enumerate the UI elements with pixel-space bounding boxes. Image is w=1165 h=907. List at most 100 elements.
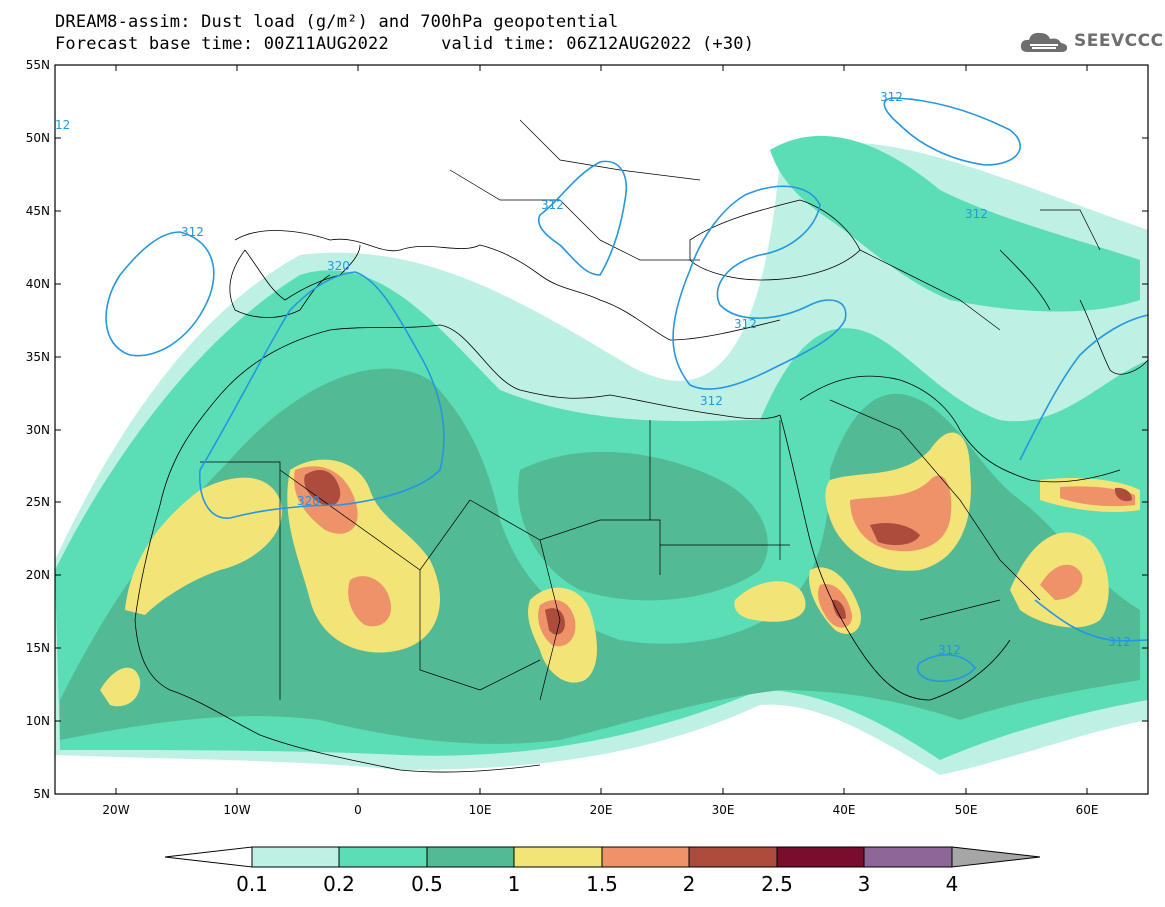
colorbar-label: 2	[683, 872, 696, 896]
lon-tick-label: 50E	[955, 803, 978, 817]
lat-tick-label: 5N	[33, 787, 50, 801]
lon-tick-label: 10W	[223, 803, 250, 817]
border-12	[519, 119, 701, 181]
lon-tick-label: 60E	[1076, 803, 1099, 817]
red-sea-coast	[779, 414, 1011, 701]
lat-tick-label: 55N	[26, 58, 50, 72]
contour-label: 312	[181, 225, 204, 239]
colorbar-swatch	[776, 846, 865, 868]
contour-320-north	[883, 97, 1021, 166]
contour-label: 312	[880, 90, 903, 104]
contour-label: 312	[541, 198, 564, 212]
dust-field-1.5-oman	[1040, 564, 1083, 600]
dust-field-2-arabia	[870, 523, 920, 546]
colorbar-label: 0.2	[323, 872, 355, 896]
colorbar-swatch	[338, 846, 428, 868]
contour-label: 312	[938, 643, 961, 657]
colorbar: 0.1 0.2 0.5 1 1.5 2 2.5 3 4	[164, 846, 1041, 896]
lat-tick-label: 10N	[26, 714, 50, 728]
dust-field-2-algeria	[304, 470, 341, 506]
caspian-coast	[999, 249, 1148, 375]
lon-tick-label: 30E	[712, 803, 735, 817]
lon-tick-label: 40E	[833, 803, 856, 817]
colorbar-swatch	[601, 846, 690, 868]
north-africa-coast	[159, 324, 781, 506]
dust-field-2-chad	[545, 608, 565, 635]
colorbar-label: 3	[858, 872, 871, 896]
west-africa-coast	[134, 504, 541, 773]
contour-labels: 312 312 320 312 312 320 312 312 312 312 …	[55, 90, 1131, 657]
border-4	[419, 570, 541, 691]
border-10	[959, 499, 1041, 601]
colorbar-swatch	[513, 846, 603, 868]
dust-field-1-sudan	[734, 581, 806, 622]
border-5	[539, 539, 561, 701]
contour-312-atlantic	[105, 231, 215, 357]
border-16	[1040, 209, 1101, 251]
contour-label: 312	[965, 207, 988, 221]
contour-312-east	[1019, 314, 1148, 461]
border-9	[829, 399, 961, 501]
dust-field-0.5-center	[518, 451, 768, 601]
lon-axis: 20W 10W 0 10E 20E 30E 40E 50E 60E	[102, 65, 1098, 817]
border-3	[469, 499, 661, 575]
colorbar-label: 2.5	[761, 872, 793, 896]
colorbar-label: 1	[508, 872, 521, 896]
contour-320-sahara	[199, 271, 445, 519]
lat-tick-label: 50N	[26, 131, 50, 145]
contour-312-africa	[916, 653, 977, 682]
contour-312-turkey	[672, 185, 847, 390]
colorbar-swatch	[688, 846, 778, 868]
border-11	[919, 599, 1001, 621]
lon-tick-label: 20E	[590, 803, 613, 817]
dust-field-2-gulf	[1115, 487, 1132, 502]
dust-fields	[55, 135, 1148, 775]
lat-tick-label: 45N	[26, 204, 50, 218]
arabia-coast	[799, 375, 1121, 483]
contour-312-europe	[538, 160, 627, 276]
coastlines	[134, 199, 1148, 773]
lat-tick-label: 30N	[26, 423, 50, 437]
contour-label: 312	[700, 394, 723, 408]
border-13	[449, 169, 601, 241]
dust-field-0.2-north	[770, 135, 1140, 312]
geopotential-contours	[105, 97, 1148, 682]
contour-label: 312	[1108, 635, 1131, 649]
lat-tick-label: 20N	[26, 568, 50, 582]
logo-text: SEEVCCC	[1074, 31, 1164, 51]
lat-tick-label: 35N	[26, 350, 50, 364]
borders	[200, 119, 1101, 701]
border-1	[200, 461, 281, 700]
lon-tick-label: 0	[354, 803, 362, 817]
dust-field-1.5-sahara	[348, 576, 391, 627]
colorbar-low-arrow	[164, 846, 253, 868]
contour-312-south	[1034, 599, 1148, 642]
lat-tick-label: 25N	[26, 495, 50, 509]
dust-field-1-mauritania	[125, 477, 282, 615]
colorbar-swatch	[426, 846, 515, 868]
dust-field-2-redsea	[832, 599, 846, 620]
contour-label: 12	[55, 118, 70, 132]
lat-axis: 5N 10N 15N 20N 25N 30N 35N 40N 45N 50N 5…	[26, 58, 1148, 801]
lat-tick-label: 40N	[26, 277, 50, 291]
colorbar-label: 1.5	[586, 872, 618, 896]
colorbar-label: 0.1	[236, 872, 268, 896]
colorbar-label: 0.5	[411, 872, 443, 896]
contour-label: 312	[734, 317, 757, 331]
seevccc-logo: SEEVCCC	[1018, 28, 1164, 54]
border-15	[859, 249, 1001, 331]
colorbar-high-arrow	[951, 846, 1041, 868]
europe-coast	[234, 230, 781, 341]
chart-title: DREAM8-assim: Dust load (g/m²) and 700hP…	[55, 12, 619, 32]
cloud-icon	[1020, 32, 1068, 52]
colorbar-swatch	[251, 846, 340, 868]
lon-tick-label: 10E	[469, 803, 492, 817]
contour-label: 320	[297, 494, 320, 508]
colorbar-label: 4	[946, 872, 959, 896]
iberia-coast	[229, 249, 331, 318]
chart-subtitle: Forecast base time: 00Z11AUG2022 valid t…	[55, 34, 755, 54]
dust-field-1-sw	[100, 667, 141, 707]
lon-tick-label: 20W	[102, 803, 129, 817]
colorbar-swatch	[863, 846, 953, 868]
